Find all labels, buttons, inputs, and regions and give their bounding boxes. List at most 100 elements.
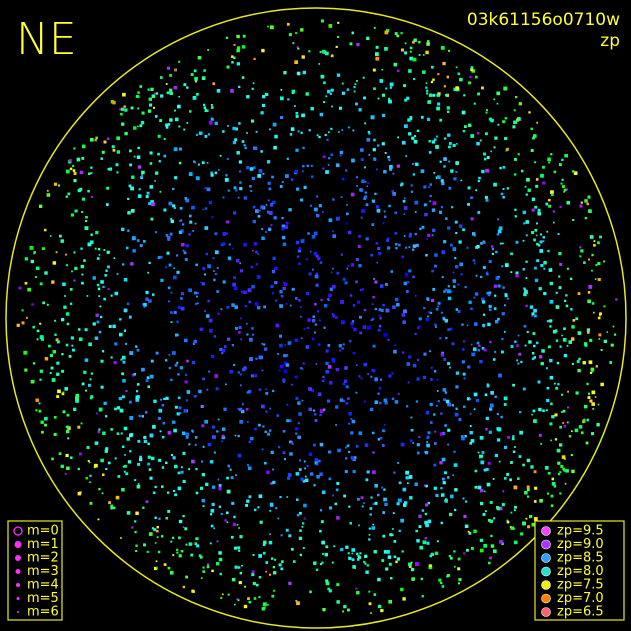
star	[335, 424, 337, 426]
star	[220, 308, 223, 311]
star	[455, 407, 458, 410]
star	[483, 157, 487, 161]
star	[470, 439, 475, 443]
star	[217, 312, 220, 316]
star	[485, 468, 489, 471]
star	[81, 273, 84, 276]
star	[393, 555, 397, 559]
star	[38, 402, 41, 405]
star	[24, 281, 28, 285]
star	[472, 232, 476, 236]
star	[44, 228, 47, 232]
star	[302, 522, 305, 525]
star	[348, 422, 351, 425]
star	[158, 408, 163, 413]
star	[266, 470, 270, 474]
star	[251, 119, 255, 123]
star	[73, 407, 77, 411]
star	[536, 259, 540, 263]
star	[384, 30, 389, 35]
star	[270, 450, 274, 454]
star	[603, 260, 606, 263]
star	[410, 567, 415, 572]
star	[349, 294, 353, 297]
star	[577, 292, 581, 295]
star	[522, 521, 526, 526]
zp-label: zp=6.5	[557, 605, 604, 620]
star	[251, 87, 254, 90]
star	[550, 439, 552, 442]
star	[209, 329, 213, 333]
star	[134, 520, 137, 523]
star	[448, 145, 451, 149]
star	[307, 232, 310, 235]
star	[218, 169, 220, 171]
star	[325, 545, 329, 549]
star	[319, 472, 323, 476]
star	[176, 412, 180, 416]
star	[571, 430, 573, 433]
star	[337, 21, 340, 24]
star	[382, 511, 385, 514]
star	[212, 485, 216, 489]
star	[385, 567, 389, 571]
star	[113, 257, 116, 259]
star	[167, 566, 171, 570]
star	[570, 308, 573, 311]
star	[305, 258, 308, 261]
star	[342, 382, 346, 386]
star	[129, 450, 132, 453]
star	[29, 246, 34, 250]
star	[207, 563, 210, 566]
star	[177, 305, 181, 309]
star	[308, 387, 312, 391]
star	[94, 138, 97, 142]
star	[423, 185, 427, 189]
star	[477, 211, 481, 214]
star	[246, 499, 250, 503]
star	[471, 69, 475, 73]
star	[143, 435, 147, 439]
star	[161, 485, 164, 488]
star	[522, 239, 525, 242]
star	[434, 430, 437, 433]
star	[73, 147, 76, 150]
star	[196, 295, 199, 298]
star	[455, 171, 458, 174]
star	[319, 509, 323, 512]
star	[261, 404, 265, 409]
star	[503, 403, 507, 406]
star	[146, 191, 150, 195]
star	[116, 150, 121, 154]
star	[536, 222, 538, 225]
star	[400, 442, 405, 447]
star	[170, 321, 173, 323]
star	[261, 369, 264, 372]
star	[582, 361, 586, 365]
star	[152, 293, 155, 296]
star	[452, 247, 457, 251]
star	[513, 120, 517, 124]
star	[201, 424, 205, 428]
star	[143, 439, 147, 443]
star	[346, 444, 349, 448]
star	[65, 264, 68, 267]
star	[328, 24, 333, 28]
star	[444, 391, 448, 394]
star	[35, 409, 38, 412]
star	[413, 139, 418, 144]
star	[368, 154, 371, 156]
star	[327, 298, 330, 301]
star	[370, 115, 375, 120]
star	[315, 363, 318, 365]
star	[285, 303, 288, 305]
star	[173, 206, 176, 209]
star	[476, 141, 480, 146]
star	[39, 204, 43, 208]
star	[223, 407, 227, 411]
star	[347, 608, 350, 612]
star	[494, 453, 498, 458]
star	[587, 331, 590, 334]
star	[547, 249, 550, 253]
star	[481, 347, 485, 350]
